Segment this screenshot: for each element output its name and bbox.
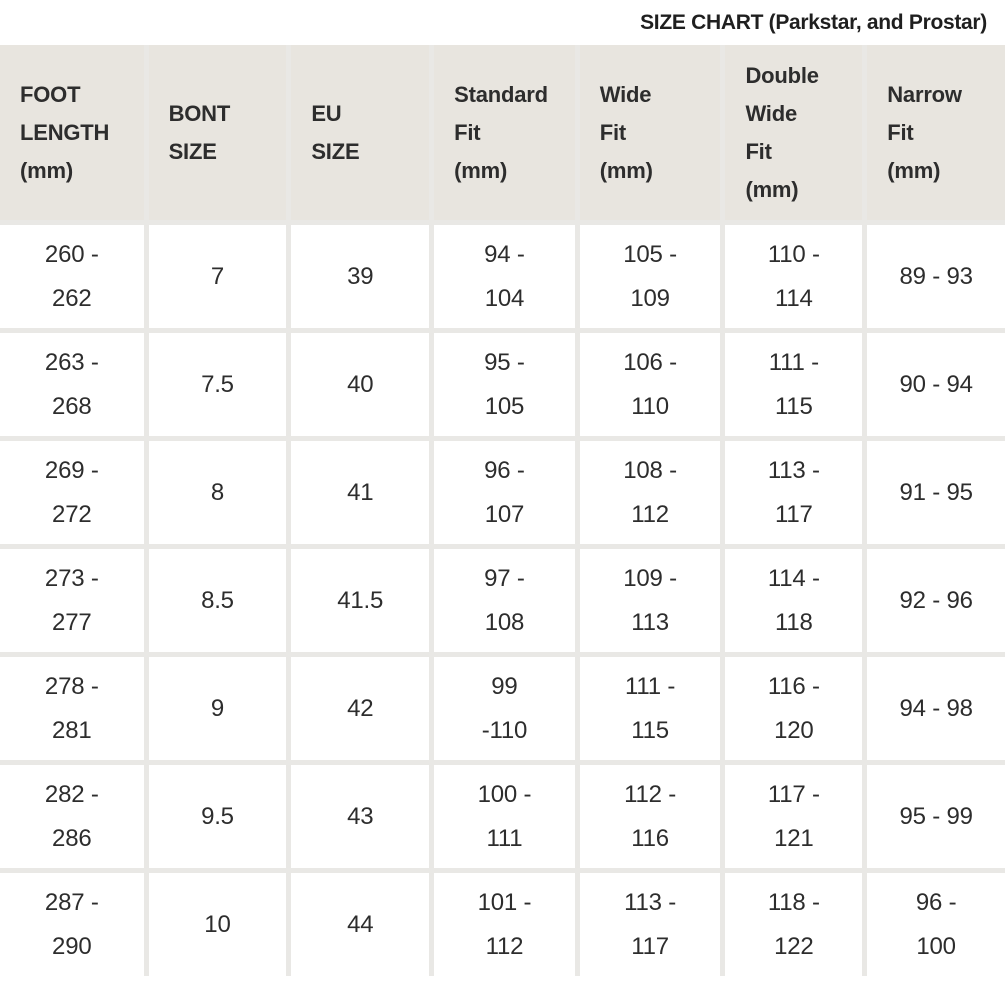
table-cell: 112 - 116: [579, 765, 721, 868]
table-cell: 116 - 120: [725, 657, 863, 760]
table-cell: 40: [291, 333, 430, 436]
table-cell: 106 - 110: [579, 333, 721, 436]
table-cell: 96 - 107: [434, 441, 575, 544]
table-cell: 8: [148, 441, 287, 544]
table-cell: 92 - 96: [867, 549, 1005, 652]
table-cell: 111 - 115: [725, 333, 863, 436]
table-cell: 9: [148, 657, 287, 760]
table-cell: 111 - 115: [579, 657, 721, 760]
table-cell: 43: [291, 765, 430, 868]
table-cell: 287 - 290: [0, 873, 144, 976]
table-cell: 94 - 98: [867, 657, 1005, 760]
table-cell: 273 - 277: [0, 549, 144, 652]
table-cell: 100 - 111: [434, 765, 575, 868]
table-cell: 99 -110: [434, 657, 575, 760]
table-cell: 118 - 122: [725, 873, 863, 976]
table-cell: 117 - 121: [725, 765, 863, 868]
table-cell: 96 - 100: [867, 873, 1005, 976]
title-bar: SIZE CHART (Parkstar, and Prostar): [0, 0, 1005, 45]
table-cell: 94 - 104: [434, 225, 575, 328]
table-cell: 269 - 272: [0, 441, 144, 544]
header-double-wide-fit: Double Wide Fit (mm): [725, 45, 863, 220]
table-cell: 260 - 262: [0, 225, 144, 328]
table-cell: 8.5: [148, 549, 287, 652]
header-foot-length: FOOT LENGTH (mm): [0, 45, 144, 220]
header-standard-fit: Standard Fit (mm): [434, 45, 575, 220]
table-cell: 95 - 99: [867, 765, 1005, 868]
table-cell: 114 - 118: [725, 549, 863, 652]
table-cell: 41: [291, 441, 430, 544]
table-cell: 113 - 117: [579, 873, 721, 976]
table-cell: 282 - 286: [0, 765, 144, 868]
header-wide-fit: Wide Fit (mm): [579, 45, 721, 220]
table-cell: 7: [148, 225, 287, 328]
table-cell: 9.5: [148, 765, 287, 868]
table-cell: 97 - 108: [434, 549, 575, 652]
table-cell: 10: [148, 873, 287, 976]
table-cell: 110 - 114: [725, 225, 863, 328]
table-cell: 109 - 113: [579, 549, 721, 652]
table-cell: 263 - 268: [0, 333, 144, 436]
page-title: SIZE CHART (Parkstar, and Prostar): [640, 10, 987, 34]
size-chart-table: FOOT LENGTH (mm) BONT SIZE EU SIZE Stand…: [0, 45, 1005, 976]
table-cell: 105 - 109: [579, 225, 721, 328]
table-cell: 7.5: [148, 333, 287, 436]
table-cell: 41.5: [291, 549, 430, 652]
table-cell: 42: [291, 657, 430, 760]
table-cell: 113 - 117: [725, 441, 863, 544]
header-narrow-fit: Narrow Fit (mm): [867, 45, 1005, 220]
table-cell: 91 - 95: [867, 441, 1005, 544]
table-cell: 39: [291, 225, 430, 328]
table-cell: 44: [291, 873, 430, 976]
table-cell: 89 - 93: [867, 225, 1005, 328]
header-eu-size: EU SIZE: [291, 45, 430, 220]
table-cell: 108 - 112: [579, 441, 721, 544]
header-bont-size: BONT SIZE: [148, 45, 287, 220]
table-cell: 101 - 112: [434, 873, 575, 976]
table-cell: 90 - 94: [867, 333, 1005, 436]
table-cell: 95 - 105: [434, 333, 575, 436]
table-cell: 278 - 281: [0, 657, 144, 760]
